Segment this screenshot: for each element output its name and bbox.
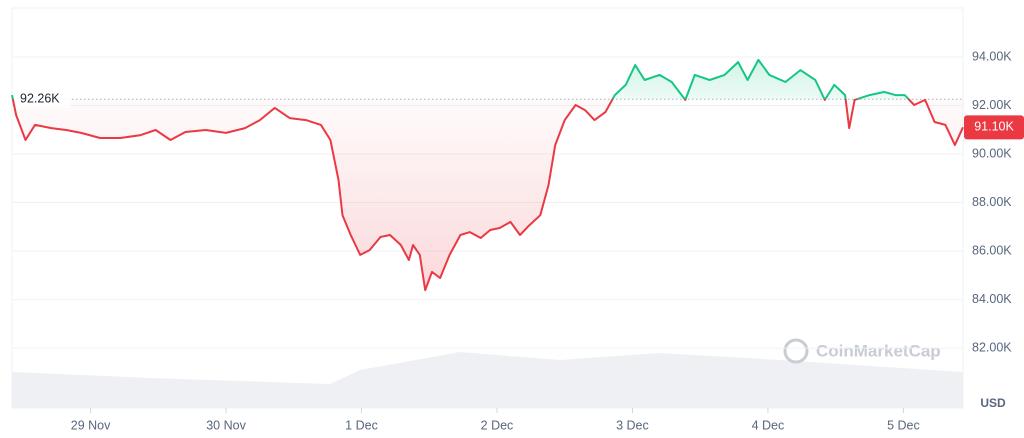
price-area	[12, 59, 963, 291]
baseline-label-bg	[16, 90, 70, 109]
y-tick-label: 92.00K	[972, 98, 1012, 112]
y-tick-label: 88.00K	[972, 195, 1012, 209]
price-line	[11, 58, 964, 292]
last-price-label: 91.10K	[974, 120, 1014, 134]
baseline-label: 92.26K	[20, 92, 60, 106]
y-tick-label: 86.00K	[972, 243, 1012, 257]
x-tick-label: 30 Nov	[206, 418, 246, 432]
y-tick-label: 94.00K	[972, 49, 1012, 63]
volume-area	[12, 352, 963, 408]
x-tick-label: 5 Dec	[887, 418, 920, 432]
x-tick-label: 29 Nov	[71, 418, 111, 432]
y-tick-label: 90.00K	[972, 146, 1012, 160]
y-unit: USD	[980, 396, 1006, 410]
y-tick-label: 82.00K	[972, 340, 1012, 354]
last-price-tag	[964, 115, 1024, 140]
x-tick-label: 4 Dec	[752, 418, 785, 432]
watermark-text: CoinMarketCap	[816, 341, 941, 360]
x-tick-label: 3 Dec	[616, 418, 649, 432]
x-tick-label: 2 Dec	[481, 418, 514, 432]
watermark: CoinMarketCap	[783, 338, 941, 364]
y-tick-label: 84.00K	[972, 292, 1012, 306]
x-tick-label: 1 Dec	[345, 418, 378, 432]
watermark-logo	[783, 338, 809, 364]
